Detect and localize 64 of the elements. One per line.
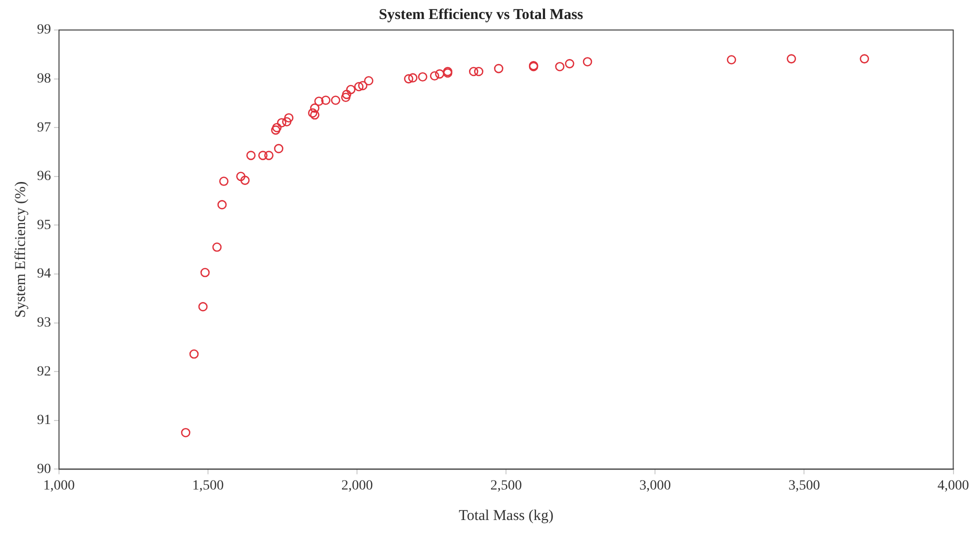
- x-tick-label: 3,000: [639, 478, 671, 494]
- point: [314, 96, 324, 106]
- y-tick-label: 94: [37, 266, 51, 282]
- point: [181, 428, 190, 438]
- point: [582, 57, 592, 66]
- x-tick-label: 1,000: [43, 478, 75, 494]
- point: [860, 54, 870, 64]
- point: [354, 82, 364, 92]
- point: [346, 84, 356, 94]
- point: [726, 55, 736, 64]
- y-tick-label: 95: [37, 218, 51, 233]
- y-tick-label: 93: [37, 315, 51, 330]
- point: [404, 74, 414, 84]
- point: [474, 66, 484, 76]
- y-tick-label: 91: [37, 413, 51, 428]
- point: [330, 96, 340, 105]
- point: [240, 176, 250, 185]
- point: [246, 150, 256, 160]
- point: [555, 62, 564, 72]
- point: [264, 150, 274, 160]
- point: [277, 118, 286, 128]
- y-axis-title: System Efficiency (%): [12, 181, 29, 318]
- point: [408, 73, 418, 82]
- x-tick-label: 3,500: [788, 478, 820, 494]
- point: [236, 172, 246, 182]
- point: [217, 200, 227, 210]
- point: [494, 64, 504, 74]
- point: [341, 92, 350, 102]
- point: [310, 103, 320, 113]
- point: [430, 71, 440, 81]
- point: [198, 302, 208, 312]
- y-tick-label: 98: [37, 71, 51, 86]
- point: [282, 117, 292, 126]
- point: [435, 69, 444, 79]
- point: [342, 90, 352, 100]
- point: [358, 80, 368, 90]
- point: [364, 76, 374, 86]
- point: [468, 66, 478, 76]
- point: [308, 108, 318, 118]
- point: [272, 122, 282, 132]
- y-tick-label: 92: [37, 364, 51, 380]
- point: [564, 59, 574, 68]
- y-tick-label: 96: [37, 169, 51, 184]
- point: [310, 110, 320, 120]
- x-axis-title: Total Mass (kg): [458, 508, 554, 524]
- chart-title: System Efficiency vs Total Mass: [378, 6, 584, 23]
- x-tick-label: 4,000: [938, 478, 969, 494]
- point: [219, 176, 228, 186]
- point: [258, 150, 268, 160]
- point: [189, 349, 199, 359]
- point: [200, 268, 210, 278]
- point: [271, 125, 280, 135]
- y-tick-label: 97: [37, 120, 51, 136]
- x-tick-label: 2,500: [490, 478, 522, 494]
- x-tick-label: 2,000: [341, 478, 373, 494]
- point: [418, 72, 428, 82]
- x-tick-label: 1,500: [192, 478, 224, 494]
- point: [284, 113, 294, 122]
- y-tick-label: 99: [37, 22, 51, 38]
- point: [786, 54, 796, 64]
- point: [274, 144, 284, 154]
- y-tick-label: 90: [37, 462, 51, 477]
- point: [212, 242, 222, 252]
- point: [321, 96, 330, 105]
